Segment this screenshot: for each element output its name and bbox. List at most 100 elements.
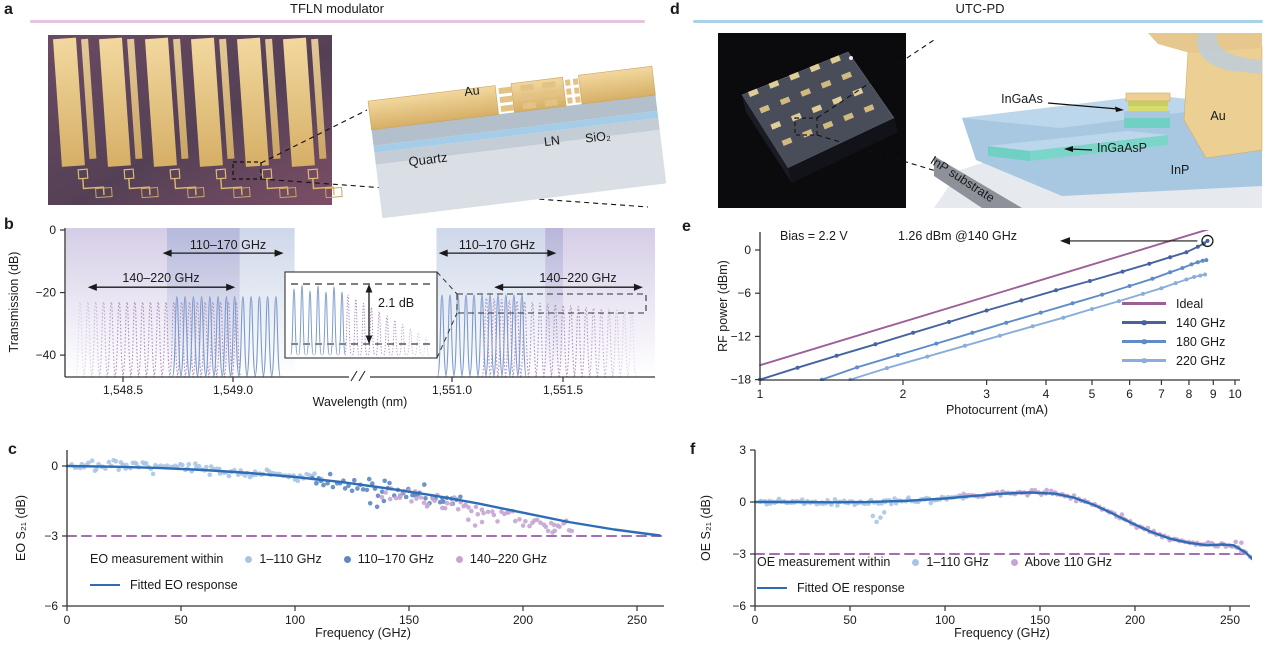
b-resonance-peak [481, 297, 492, 377]
svg-text:−12: −12 [731, 329, 752, 343]
c-legend-label-1-110: 1–110 GHz [259, 552, 322, 566]
b-resonance-peak [534, 302, 546, 377]
a-label-ln: LN [543, 133, 561, 150]
c-scatter-point-s0 [295, 478, 301, 484]
c-scatter-point-s1 [458, 494, 463, 500]
e-curve-3 [849, 273, 1207, 381]
c-fitted-response-curve [66, 464, 661, 537]
c-scatter-point-s2 [383, 490, 388, 495]
e-curve-marker-2 [1100, 292, 1105, 297]
e-curve-marker-1 [1168, 255, 1173, 260]
svg-text:4: 4 [1043, 387, 1050, 401]
b-resonance-peak [492, 294, 504, 377]
c-scatter-point-s2 [543, 524, 549, 529]
e-curve-marker-1 [1054, 288, 1058, 293]
b-resonance-peak [231, 301, 242, 377]
c-scatter-point-s2 [449, 501, 454, 507]
e-curve-marker-2 [1004, 320, 1009, 325]
d-ingaas-arrow [1047, 102, 1119, 110]
c-scatter-point-s0 [186, 462, 192, 467]
svg-text:150: 150 [1030, 613, 1050, 627]
b-resonance-peak [168, 301, 179, 377]
e-curve-marker-3 [1117, 299, 1121, 304]
c-scatter-point-s2 [387, 496, 393, 502]
e-curve-marker-1 [947, 320, 951, 324]
c-scatter-point-s2 [444, 500, 450, 506]
b-resonance-peak [596, 308, 607, 377]
c-scatter-point-s0 [86, 460, 91, 466]
c-scatter-point-s0 [226, 473, 232, 479]
c-legend-dot-110-170 [343, 555, 351, 563]
c-scatter-point-s2 [545, 528, 551, 534]
e-legend-line-ideal [1122, 302, 1166, 305]
d-dielectric-trace [1197, 33, 1262, 74]
panel-a-title-rule [30, 20, 645, 23]
c-scatter-point-s1 [346, 483, 351, 489]
f-scatter-point-s0 [892, 496, 897, 501]
e-plot [758, 230, 1210, 381]
svg-text:100: 100 [935, 613, 955, 627]
b-resonance-peak [221, 296, 232, 377]
panel-d-title-rule [693, 20, 1263, 23]
svg-text:1,551.0: 1,551.0 [432, 383, 472, 397]
e-curve-marker-1 [1195, 244, 1200, 249]
b-resonance-peak [484, 294, 496, 377]
svg-text:1,549.0: 1,549.0 [213, 383, 253, 397]
e-legend-item-180: 180 GHz [1122, 335, 1225, 349]
c-scatter-point-s2 [569, 528, 575, 534]
e-curve-marker-1 [1019, 298, 1024, 303]
svg-text:0: 0 [51, 459, 58, 473]
c-scatter-point-s2 [479, 519, 485, 525]
e-legend-label-140: 140 GHz [1176, 315, 1226, 330]
svg-text:−40: −40 [36, 348, 57, 362]
b-resonance-peak [106, 301, 117, 377]
e-curve-marker-3 [1173, 281, 1178, 286]
svg-text:3: 3 [983, 387, 990, 401]
e-peak-power-marker [1201, 234, 1214, 248]
c-scatter-point-s1 [330, 484, 336, 490]
svg-text:9: 9 [1210, 387, 1217, 401]
c-scatter-point-s0 [113, 459, 119, 464]
c-scatter-point-s0 [94, 466, 99, 472]
c-scatter-point-s0 [193, 461, 198, 466]
b-resonance-peak [468, 294, 480, 377]
b-resonance-peak [137, 301, 148, 377]
f-scatter-point-s0 [870, 513, 876, 519]
b-resonance-peak [192, 301, 203, 377]
a-zoom-region-box [232, 161, 262, 180]
c-scatter-point-s2 [466, 517, 471, 522]
c-scatter-point-s1 [374, 504, 380, 510]
c-scatter-point-s2 [517, 517, 522, 522]
e-curve-marker-3 [1203, 272, 1208, 277]
c-scatter-point-s1 [422, 482, 427, 487]
b-resonance-peak [496, 299, 507, 377]
b-resonance-peak [188, 296, 199, 377]
c-scatter-point-s0 [196, 463, 202, 469]
e-curve-marker-1 [834, 353, 839, 358]
b-resonance-peak [245, 296, 257, 377]
f-legend-fit-line [757, 587, 787, 589]
b-resonance-peak [145, 301, 156, 377]
e-x-axis-label: Photocurrent (mA) [945, 403, 1049, 417]
panel-letter-c: c [8, 441, 17, 458]
c-scatter-point-s1 [441, 499, 446, 505]
f-legend-row-1: OE measurement within 1–110 GHz Above 11… [757, 555, 1112, 569]
c-scatter-point-s1 [355, 486, 360, 491]
svg-text:−3: −3 [732, 547, 746, 561]
c-scatter-point-s2 [432, 498, 437, 504]
c-scatter-point-s1 [375, 493, 381, 499]
e-curve-0 [759, 230, 1210, 367]
utcpd-schematic [934, 33, 1263, 208]
f-scatter-point-s0 [889, 501, 894, 507]
b-resonance-peak [588, 307, 599, 377]
e-curve-marker-2 [1127, 284, 1132, 288]
b-resonance-peak [452, 294, 464, 377]
svg-text:150: 150 [399, 613, 419, 627]
e-curve-marker-1 [873, 342, 878, 347]
c-scatter-point-s1 [423, 496, 428, 501]
e-curve-marker-3 [962, 343, 967, 348]
panel-a-title: TFLN modulator [290, 1, 384, 16]
c-scatter-point-s2 [495, 519, 500, 524]
c-scatter-point-s0 [143, 461, 149, 466]
